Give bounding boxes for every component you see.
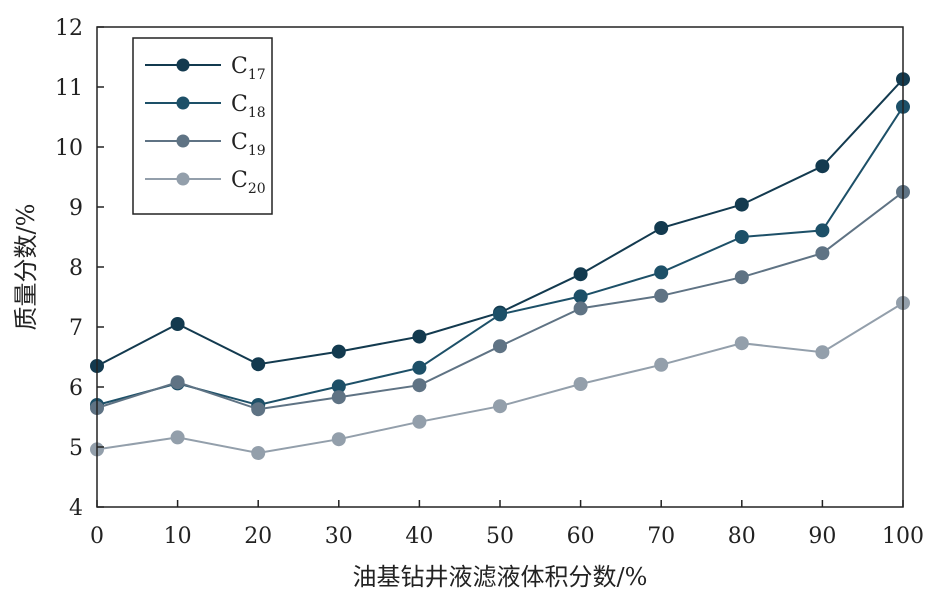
y-tick-label: 9 — [69, 196, 83, 221]
legend-marker-c17 — [176, 58, 190, 72]
data-point-c17 — [573, 267, 588, 282]
data-point-c19 — [815, 246, 830, 261]
legend-box — [132, 37, 273, 215]
x-tick-label: 30 — [325, 524, 353, 549]
data-point-c20 — [412, 414, 427, 429]
legend-label-c20: C20 — [231, 168, 266, 197]
data-point-c18 — [734, 230, 749, 244]
data-point-c17 — [170, 317, 185, 331]
legend-label-c17: C17 — [231, 54, 266, 83]
series-line-c20 — [96, 302, 904, 455]
data-point-c17 — [654, 221, 669, 235]
data-point-c17 — [251, 357, 266, 372]
data-point-c19 — [251, 402, 266, 417]
data-point-c19 — [331, 390, 346, 405]
data-point-c20 — [493, 399, 507, 414]
data-point-c19 — [412, 378, 427, 393]
data-point-c17 — [815, 159, 830, 174]
y-axis-title: 质量分数/% — [12, 204, 40, 331]
data-point-c20 — [815, 345, 830, 360]
x-tick-label: 0 — [90, 524, 104, 549]
y-tick-label: 11 — [55, 76, 83, 101]
data-point-c20 — [573, 377, 588, 391]
legend-marker-c19 — [176, 134, 190, 148]
data-point-c17 — [412, 329, 427, 344]
axes: 0 10 20 30 40 50 60 70 80 90 100 4 5 6 7 8 9 10 11 12 — [55, 16, 924, 549]
data-point-c19 — [493, 339, 507, 354]
data-point-c18 — [815, 223, 830, 238]
x-axis-title: 油基钻井液滤液体积分数/% — [353, 563, 648, 591]
x-tick-label: 50 — [486, 524, 514, 549]
data-point-c18 — [412, 360, 427, 375]
data-point-c17 — [734, 197, 749, 212]
data-point-c17 — [331, 344, 346, 359]
data-point-c19 — [573, 301, 588, 316]
legend-marker-c18 — [176, 96, 190, 110]
data-point-c18 — [654, 265, 669, 280]
x-tick-label: 40 — [405, 524, 433, 549]
y-tick-label: 7 — [69, 316, 83, 341]
y-tick-label: 5 — [69, 436, 83, 461]
series-line-c19 — [96, 191, 904, 411]
data-point-c18 — [493, 307, 507, 322]
x-tick-label: 20 — [244, 524, 272, 549]
y-tick-label: 10 — [55, 136, 83, 161]
data-point-c20 — [251, 446, 266, 460]
data-point-c20 — [170, 430, 185, 445]
x-tick-label: 100 — [882, 524, 924, 549]
y-tick-label: 12 — [55, 16, 83, 41]
data-point-c19 — [654, 288, 669, 303]
legend-label-c19: C19 — [231, 130, 266, 159]
legend: C17 C18 C19 C20 — [132, 37, 273, 215]
legend-label-c18: C18 — [231, 92, 266, 121]
data-point-c19 — [734, 270, 749, 285]
data-point-c20 — [331, 432, 346, 447]
x-tick-label: 60 — [567, 524, 595, 549]
data-point-c18 — [573, 289, 588, 304]
y-tick-label: 6 — [69, 376, 83, 401]
data-point-c20 — [654, 357, 669, 372]
data-point-c20 — [734, 336, 749, 351]
y-tick-label: 4 — [69, 496, 83, 521]
x-tick-label: 10 — [164, 524, 192, 549]
x-tick-label: 70 — [647, 524, 675, 549]
y-tick-label: 8 — [69, 256, 83, 281]
data-point-c19 — [170, 375, 185, 390]
x-tick-label: 80 — [728, 524, 756, 549]
legend-marker-c20 — [176, 172, 190, 186]
x-tick-label: 90 — [808, 524, 836, 549]
